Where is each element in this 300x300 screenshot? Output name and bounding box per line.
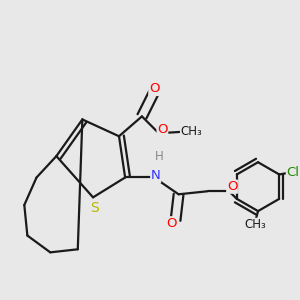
Text: CH₃: CH₃ [245, 218, 266, 231]
Text: CH₃: CH₃ [181, 125, 202, 138]
Text: Cl: Cl [286, 167, 299, 179]
Text: S: S [90, 201, 99, 215]
Text: O: O [149, 82, 159, 95]
Text: O: O [167, 217, 177, 230]
Text: O: O [157, 123, 168, 136]
Text: O: O [227, 180, 237, 193]
Text: N: N [151, 169, 160, 182]
Text: H: H [155, 150, 164, 163]
